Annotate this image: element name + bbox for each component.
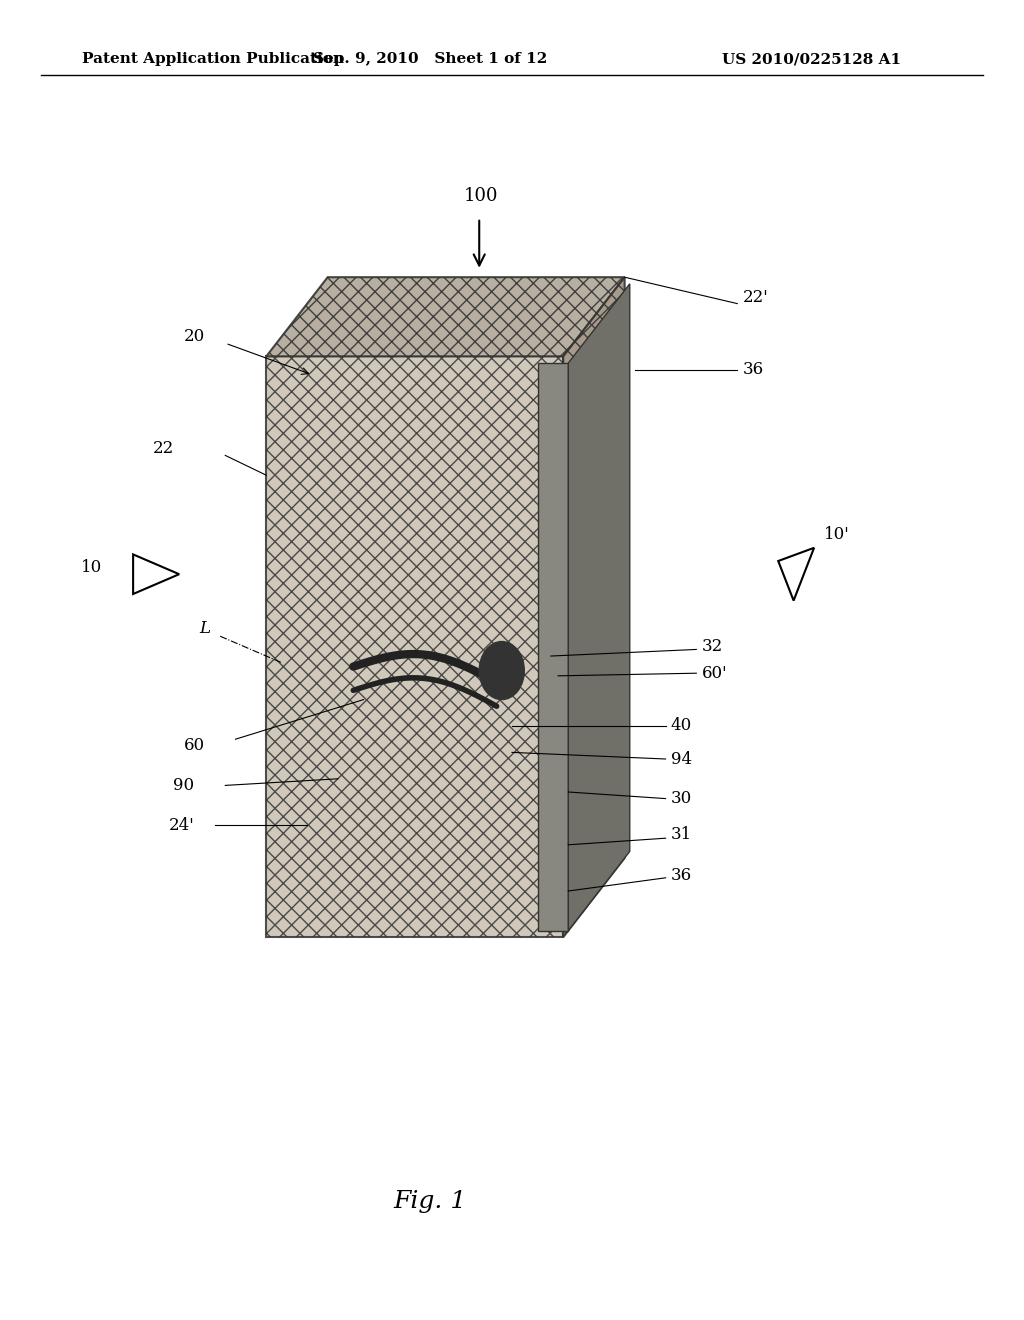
Text: 22: 22 (153, 441, 174, 457)
Text: 60': 60' (701, 665, 727, 681)
PathPatch shape (538, 363, 568, 931)
Text: 40: 40 (671, 718, 692, 734)
Text: 22': 22' (742, 289, 768, 305)
PathPatch shape (568, 284, 630, 931)
PathPatch shape (266, 356, 563, 937)
Polygon shape (778, 548, 814, 601)
Text: 94: 94 (671, 751, 692, 767)
Text: 31: 31 (671, 826, 692, 842)
Text: L: L (199, 620, 210, 636)
Text: 100: 100 (464, 186, 499, 205)
Text: 24': 24' (169, 817, 195, 833)
Circle shape (479, 642, 524, 700)
Text: Patent Application Publication: Patent Application Publication (82, 53, 344, 66)
Text: Fig. 1: Fig. 1 (393, 1189, 467, 1213)
Text: 30: 30 (671, 791, 692, 807)
Text: US 2010/0225128 A1: US 2010/0225128 A1 (722, 53, 901, 66)
Text: 10': 10' (824, 527, 850, 543)
PathPatch shape (266, 277, 625, 356)
PathPatch shape (563, 277, 625, 937)
Text: 60: 60 (183, 738, 205, 754)
Text: 90: 90 (173, 777, 195, 793)
Text: 36: 36 (671, 867, 692, 883)
Polygon shape (133, 554, 179, 594)
Text: 10: 10 (81, 560, 102, 576)
Text: 32: 32 (701, 639, 723, 655)
Text: 20: 20 (183, 329, 205, 345)
Text: Sep. 9, 2010   Sheet 1 of 12: Sep. 9, 2010 Sheet 1 of 12 (313, 53, 547, 66)
Text: 36: 36 (742, 362, 764, 378)
